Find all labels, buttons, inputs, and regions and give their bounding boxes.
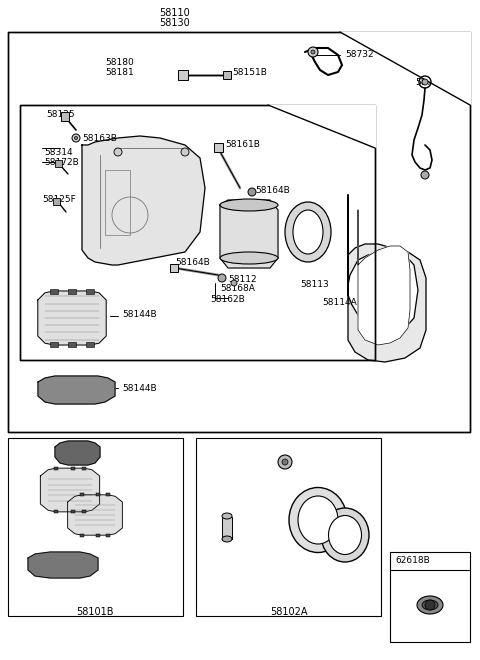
Bar bbox=[54, 510, 58, 513]
Ellipse shape bbox=[289, 488, 347, 552]
Text: 58125F: 58125F bbox=[42, 195, 76, 204]
Bar bbox=[80, 534, 84, 537]
Circle shape bbox=[422, 79, 428, 85]
Bar bbox=[71, 467, 75, 470]
Polygon shape bbox=[38, 376, 115, 404]
Text: 58110: 58110 bbox=[160, 8, 191, 18]
Bar bbox=[53, 198, 60, 205]
Circle shape bbox=[308, 47, 318, 57]
Bar bbox=[96, 494, 100, 496]
Text: 58164B: 58164B bbox=[175, 258, 210, 267]
Ellipse shape bbox=[220, 199, 278, 211]
Polygon shape bbox=[28, 552, 98, 578]
Circle shape bbox=[311, 50, 315, 54]
Text: 58151B: 58151B bbox=[232, 68, 267, 77]
Polygon shape bbox=[268, 105, 375, 148]
Bar bbox=[69, 289, 76, 294]
Bar bbox=[106, 494, 110, 496]
Text: 58732: 58732 bbox=[345, 50, 373, 59]
Bar bbox=[8, 32, 470, 432]
Circle shape bbox=[425, 600, 435, 610]
Ellipse shape bbox=[321, 508, 369, 562]
Polygon shape bbox=[40, 468, 100, 512]
Text: 62618B: 62618B bbox=[395, 556, 430, 565]
Bar bbox=[86, 289, 94, 294]
Polygon shape bbox=[82, 136, 205, 265]
Text: 58180: 58180 bbox=[105, 58, 134, 67]
Polygon shape bbox=[68, 495, 122, 535]
Circle shape bbox=[181, 148, 189, 156]
Text: 58114A: 58114A bbox=[322, 298, 357, 307]
Ellipse shape bbox=[328, 515, 361, 554]
Circle shape bbox=[282, 459, 288, 465]
Bar bbox=[54, 467, 58, 470]
Text: 58314: 58314 bbox=[44, 148, 72, 157]
Polygon shape bbox=[55, 441, 100, 465]
Text: 58168A: 58168A bbox=[220, 284, 255, 293]
Circle shape bbox=[114, 148, 122, 156]
Polygon shape bbox=[358, 210, 410, 345]
Polygon shape bbox=[340, 32, 470, 105]
Text: 58125: 58125 bbox=[46, 110, 74, 119]
Bar bbox=[82, 510, 86, 513]
Bar bbox=[170, 264, 178, 272]
Bar bbox=[80, 494, 84, 496]
Ellipse shape bbox=[222, 536, 232, 542]
Circle shape bbox=[72, 134, 80, 142]
Ellipse shape bbox=[298, 496, 338, 544]
Bar bbox=[390, 552, 470, 642]
Text: 58161B: 58161B bbox=[225, 140, 260, 149]
Bar bbox=[86, 343, 94, 346]
Bar bbox=[50, 343, 58, 346]
Circle shape bbox=[74, 137, 77, 139]
Bar bbox=[222, 517, 232, 539]
Bar bbox=[20, 105, 375, 360]
Text: 58144B: 58144B bbox=[122, 384, 156, 393]
Ellipse shape bbox=[222, 513, 232, 519]
Circle shape bbox=[421, 171, 429, 179]
Bar bbox=[105, 170, 130, 235]
Polygon shape bbox=[38, 291, 106, 345]
Bar bbox=[223, 71, 231, 79]
Text: 58130: 58130 bbox=[160, 18, 191, 28]
Circle shape bbox=[278, 455, 292, 469]
Circle shape bbox=[231, 280, 237, 286]
Text: 58101B: 58101B bbox=[76, 607, 114, 617]
Bar bbox=[61, 112, 69, 121]
Text: 58164B: 58164B bbox=[255, 186, 290, 195]
Bar bbox=[8, 438, 183, 616]
Ellipse shape bbox=[422, 600, 438, 610]
Bar bbox=[55, 160, 62, 167]
Text: 58144B: 58144B bbox=[122, 310, 156, 319]
Bar bbox=[96, 534, 100, 537]
Bar bbox=[106, 534, 110, 537]
Ellipse shape bbox=[417, 596, 443, 614]
Bar bbox=[196, 438, 381, 616]
Text: 58113: 58113 bbox=[300, 280, 329, 289]
Text: 58112: 58112 bbox=[228, 275, 257, 284]
Ellipse shape bbox=[285, 202, 331, 262]
Bar bbox=[178, 70, 188, 80]
Bar bbox=[71, 510, 75, 513]
Text: 58731A: 58731A bbox=[415, 78, 450, 87]
Bar bbox=[82, 467, 86, 470]
Bar bbox=[50, 289, 58, 294]
Polygon shape bbox=[348, 195, 426, 362]
Text: 58102A: 58102A bbox=[270, 607, 308, 617]
Text: 58162B: 58162B bbox=[210, 295, 245, 304]
Bar bbox=[214, 143, 223, 152]
Circle shape bbox=[248, 188, 256, 196]
Circle shape bbox=[218, 274, 226, 282]
Polygon shape bbox=[220, 200, 278, 268]
Text: 58163B: 58163B bbox=[82, 134, 117, 143]
Bar bbox=[69, 343, 76, 346]
Ellipse shape bbox=[293, 210, 323, 254]
Ellipse shape bbox=[220, 252, 278, 264]
Text: 58181: 58181 bbox=[105, 68, 134, 77]
Text: 58172B: 58172B bbox=[44, 158, 79, 167]
